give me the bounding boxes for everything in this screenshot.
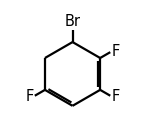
Text: F: F: [111, 89, 120, 104]
Text: F: F: [25, 89, 34, 104]
Text: Br: Br: [65, 14, 81, 29]
Text: F: F: [111, 44, 120, 59]
